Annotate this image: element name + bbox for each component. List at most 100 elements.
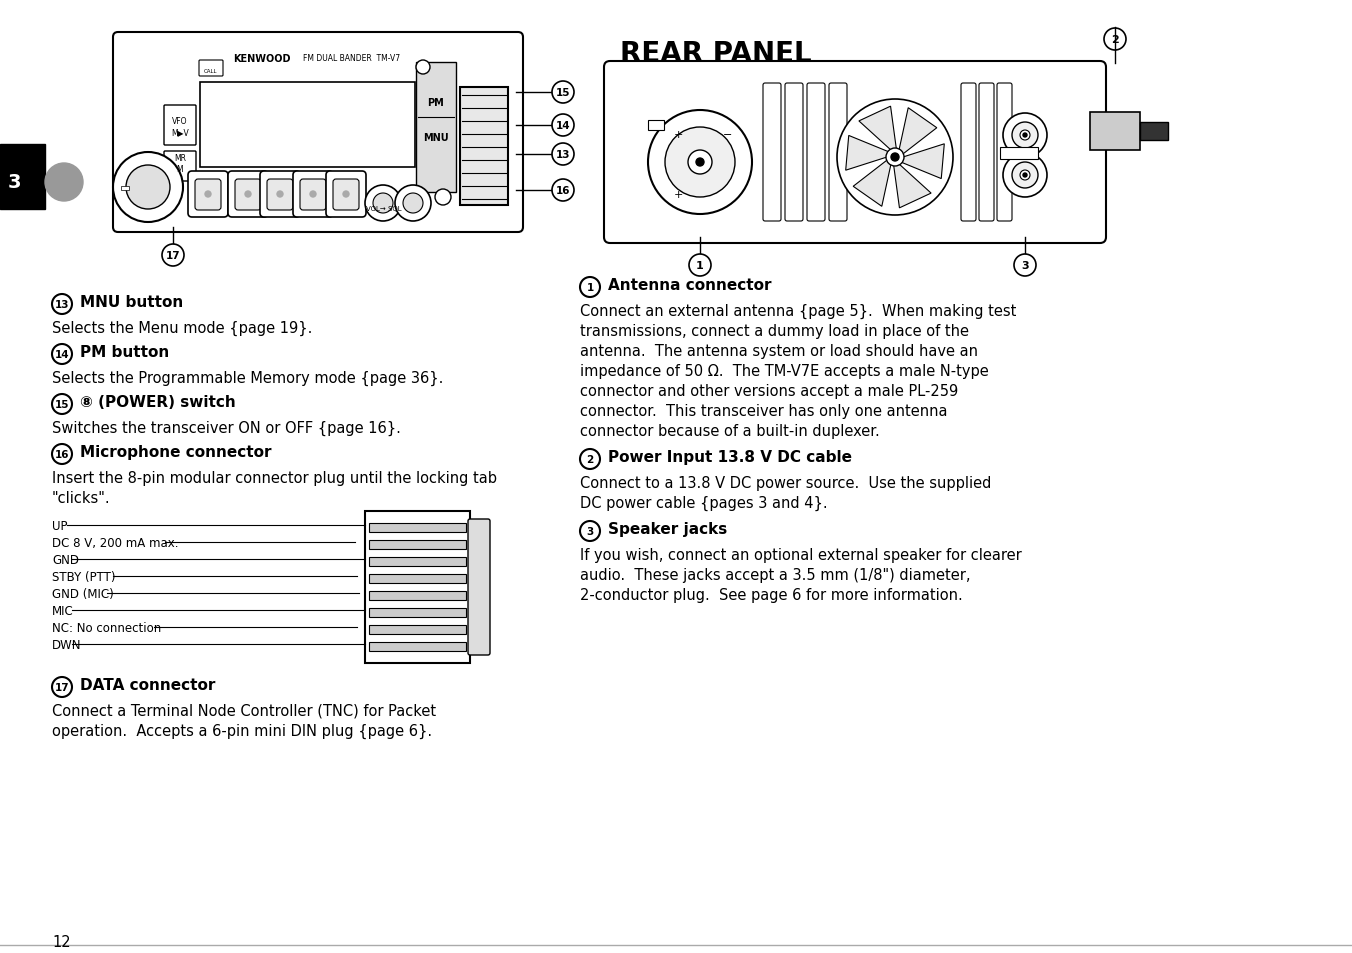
Text: ⑧ (POWER) switch: ⑧ (POWER) switch (80, 395, 235, 410)
Circle shape (552, 180, 575, 202)
Text: +: + (673, 130, 683, 140)
Text: 16: 16 (556, 186, 571, 195)
FancyBboxPatch shape (604, 62, 1106, 244)
Bar (365, 512, 470, 663)
Circle shape (403, 193, 423, 213)
FancyBboxPatch shape (293, 172, 333, 218)
Text: connector and other versions accept a male PL-259: connector and other versions accept a ma… (580, 384, 959, 398)
Text: GND: GND (51, 554, 78, 566)
Text: VFO
M▶V: VFO M▶V (172, 117, 189, 136)
Circle shape (45, 164, 82, 202)
Circle shape (837, 100, 953, 215)
Circle shape (206, 192, 211, 198)
FancyBboxPatch shape (333, 180, 360, 211)
Text: Speaker jacks: Speaker jacks (608, 521, 727, 537)
Text: connector because of a built-in duplexer.: connector because of a built-in duplexer… (580, 423, 880, 438)
FancyBboxPatch shape (786, 84, 803, 222)
Text: MR
M: MR M (174, 154, 187, 173)
Circle shape (696, 159, 704, 167)
Text: 3: 3 (1021, 261, 1029, 271)
Bar (369, 575, 466, 583)
Text: transmissions, connect a dummy load in place of the: transmissions, connect a dummy load in p… (580, 324, 969, 338)
Circle shape (886, 149, 904, 167)
Circle shape (51, 294, 72, 314)
Circle shape (1013, 163, 1038, 189)
Text: 15: 15 (54, 399, 69, 410)
Text: 2: 2 (1111, 35, 1119, 45)
Bar (369, 523, 466, 533)
Circle shape (1013, 123, 1038, 149)
FancyBboxPatch shape (763, 84, 781, 222)
Circle shape (552, 82, 575, 104)
Text: DWN: DWN (51, 639, 81, 651)
Text: 13: 13 (556, 150, 571, 160)
Text: +: + (673, 190, 683, 200)
Text: Microphone connector: Microphone connector (80, 444, 272, 459)
FancyBboxPatch shape (807, 84, 825, 222)
Text: DATA connector: DATA connector (80, 678, 215, 692)
Circle shape (1105, 29, 1126, 51)
Circle shape (373, 193, 393, 213)
Bar (416, 63, 456, 193)
Text: 2: 2 (587, 455, 594, 464)
Circle shape (552, 115, 575, 137)
Circle shape (891, 153, 899, 162)
FancyBboxPatch shape (114, 33, 523, 233)
Bar (0, 145, 45, 210)
Text: "clicks".: "clicks". (51, 491, 111, 505)
Text: connector.  This transceiver has only one antenna: connector. This transceiver has only one… (580, 403, 948, 418)
Circle shape (1003, 153, 1046, 198)
Text: NC: No connection: NC: No connection (51, 621, 161, 635)
Text: Connect to a 13.8 V DC power source.  Use the supplied: Connect to a 13.8 V DC power source. Use… (580, 476, 991, 491)
Text: If you wish, connect an optional external speaker for clearer: If you wish, connect an optional externa… (580, 547, 1022, 562)
Bar (369, 592, 466, 600)
Bar (200, 83, 415, 168)
FancyBboxPatch shape (164, 152, 196, 182)
Circle shape (365, 186, 402, 222)
Bar (369, 608, 466, 618)
Text: 1: 1 (696, 261, 704, 271)
Text: REAR PANEL: REAR PANEL (621, 40, 811, 68)
Text: Connect an external antenna {page 5}.  When making test: Connect an external antenna {page 5}. Wh… (580, 304, 1017, 319)
Text: DC 8 V, 200 mA max.: DC 8 V, 200 mA max. (51, 537, 178, 550)
Circle shape (435, 190, 452, 206)
Text: 16: 16 (54, 450, 69, 459)
Circle shape (1019, 171, 1030, 181)
Bar (369, 540, 466, 550)
Bar (648, 121, 664, 131)
FancyBboxPatch shape (188, 172, 228, 218)
Text: CALL: CALL (204, 69, 218, 74)
Text: FM DUAL BANDER  TM-V7: FM DUAL BANDER TM-V7 (303, 54, 400, 63)
FancyBboxPatch shape (266, 180, 293, 211)
Text: PM: PM (427, 98, 445, 108)
Text: audio.  These jacks accept a 3.5 mm (1/8") diameter,: audio. These jacks accept a 3.5 mm (1/8"… (580, 567, 971, 582)
Polygon shape (859, 107, 896, 151)
Text: 17: 17 (166, 251, 180, 261)
Circle shape (51, 678, 72, 698)
Bar (460, 88, 508, 206)
Text: Insert the 8-pin modular connector plug until the locking tab: Insert the 8-pin modular connector plug … (51, 471, 498, 485)
FancyBboxPatch shape (300, 180, 326, 211)
Text: VOL→ SQL: VOL→ SQL (366, 206, 402, 212)
Circle shape (1023, 173, 1028, 178)
Text: DC power cable {pages 3 and 4}.: DC power cable {pages 3 and 4}. (580, 496, 827, 511)
Circle shape (126, 166, 170, 210)
Polygon shape (902, 145, 944, 179)
Text: Connect a Terminal Node Controller (TNC) for Packet: Connect a Terminal Node Controller (TNC)… (51, 703, 437, 719)
Polygon shape (899, 109, 937, 155)
Text: Power Input 13.8 V DC cable: Power Input 13.8 V DC cable (608, 450, 852, 464)
Text: operation.  Accepts a 6-pin mini DIN plug {page 6}.: operation. Accepts a 6-pin mini DIN plug… (51, 723, 433, 739)
Text: antenna.  The antenna system or load should have an: antenna. The antenna system or load shou… (580, 344, 977, 358)
Bar (369, 625, 466, 635)
Circle shape (665, 128, 735, 198)
Text: GND (MIC): GND (MIC) (51, 587, 114, 600)
Text: 3: 3 (7, 173, 20, 193)
Bar (1090, 112, 1140, 151)
Text: MNU: MNU (423, 132, 449, 143)
Circle shape (580, 521, 600, 541)
FancyBboxPatch shape (979, 84, 994, 222)
Text: Selects the Programmable Memory mode {page 36}.: Selects the Programmable Memory mode {pa… (51, 371, 443, 386)
FancyBboxPatch shape (468, 519, 489, 656)
Text: KENWOOD: KENWOOD (233, 54, 291, 64)
Text: 12: 12 (51, 934, 70, 949)
